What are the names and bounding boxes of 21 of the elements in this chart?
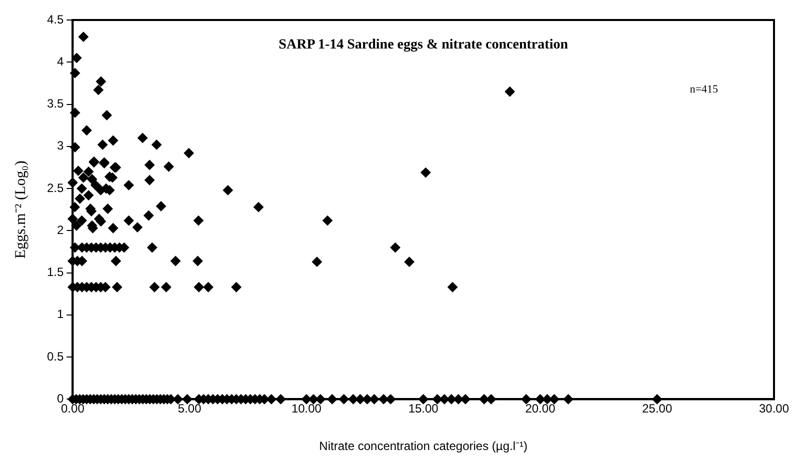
y-tick-label: 0: [56, 392, 64, 406]
x-axis-title: Nitrate concentration categories (µg.l⁻¹): [319, 439, 528, 454]
y-tick-label: 0.5: [46, 349, 64, 364]
x-tick-label: 25.00: [642, 402, 672, 416]
y-tick-label: 1.5: [46, 265, 64, 280]
y-tick-label: 4.5: [46, 12, 64, 26]
y-tick-label: 1: [56, 307, 64, 322]
text: SARP 1-14 Sardine eggs & nitrate concentration: [278, 38, 568, 53]
y-tick-label: 2: [56, 222, 64, 237]
y-axis-title: Eggs.m⁻² (Log₀): [12, 160, 29, 259]
y-tick-label: 4: [56, 54, 64, 68]
x-tick-label: 15.00: [408, 402, 439, 416]
x-tick-label: 30.00: [758, 402, 790, 416]
y-tick-label: 2.5: [46, 180, 64, 195]
y-tick-label: 3.5: [46, 96, 64, 111]
x-tick-label: 10.00: [291, 402, 322, 416]
x-tick-label: 5.00: [178, 402, 202, 416]
x-tick-label: 20.00: [525, 402, 556, 416]
annotation: n=415: [690, 83, 719, 96]
x-tick-label: 0.00: [61, 402, 85, 416]
y-tick-label: 3: [56, 138, 64, 153]
